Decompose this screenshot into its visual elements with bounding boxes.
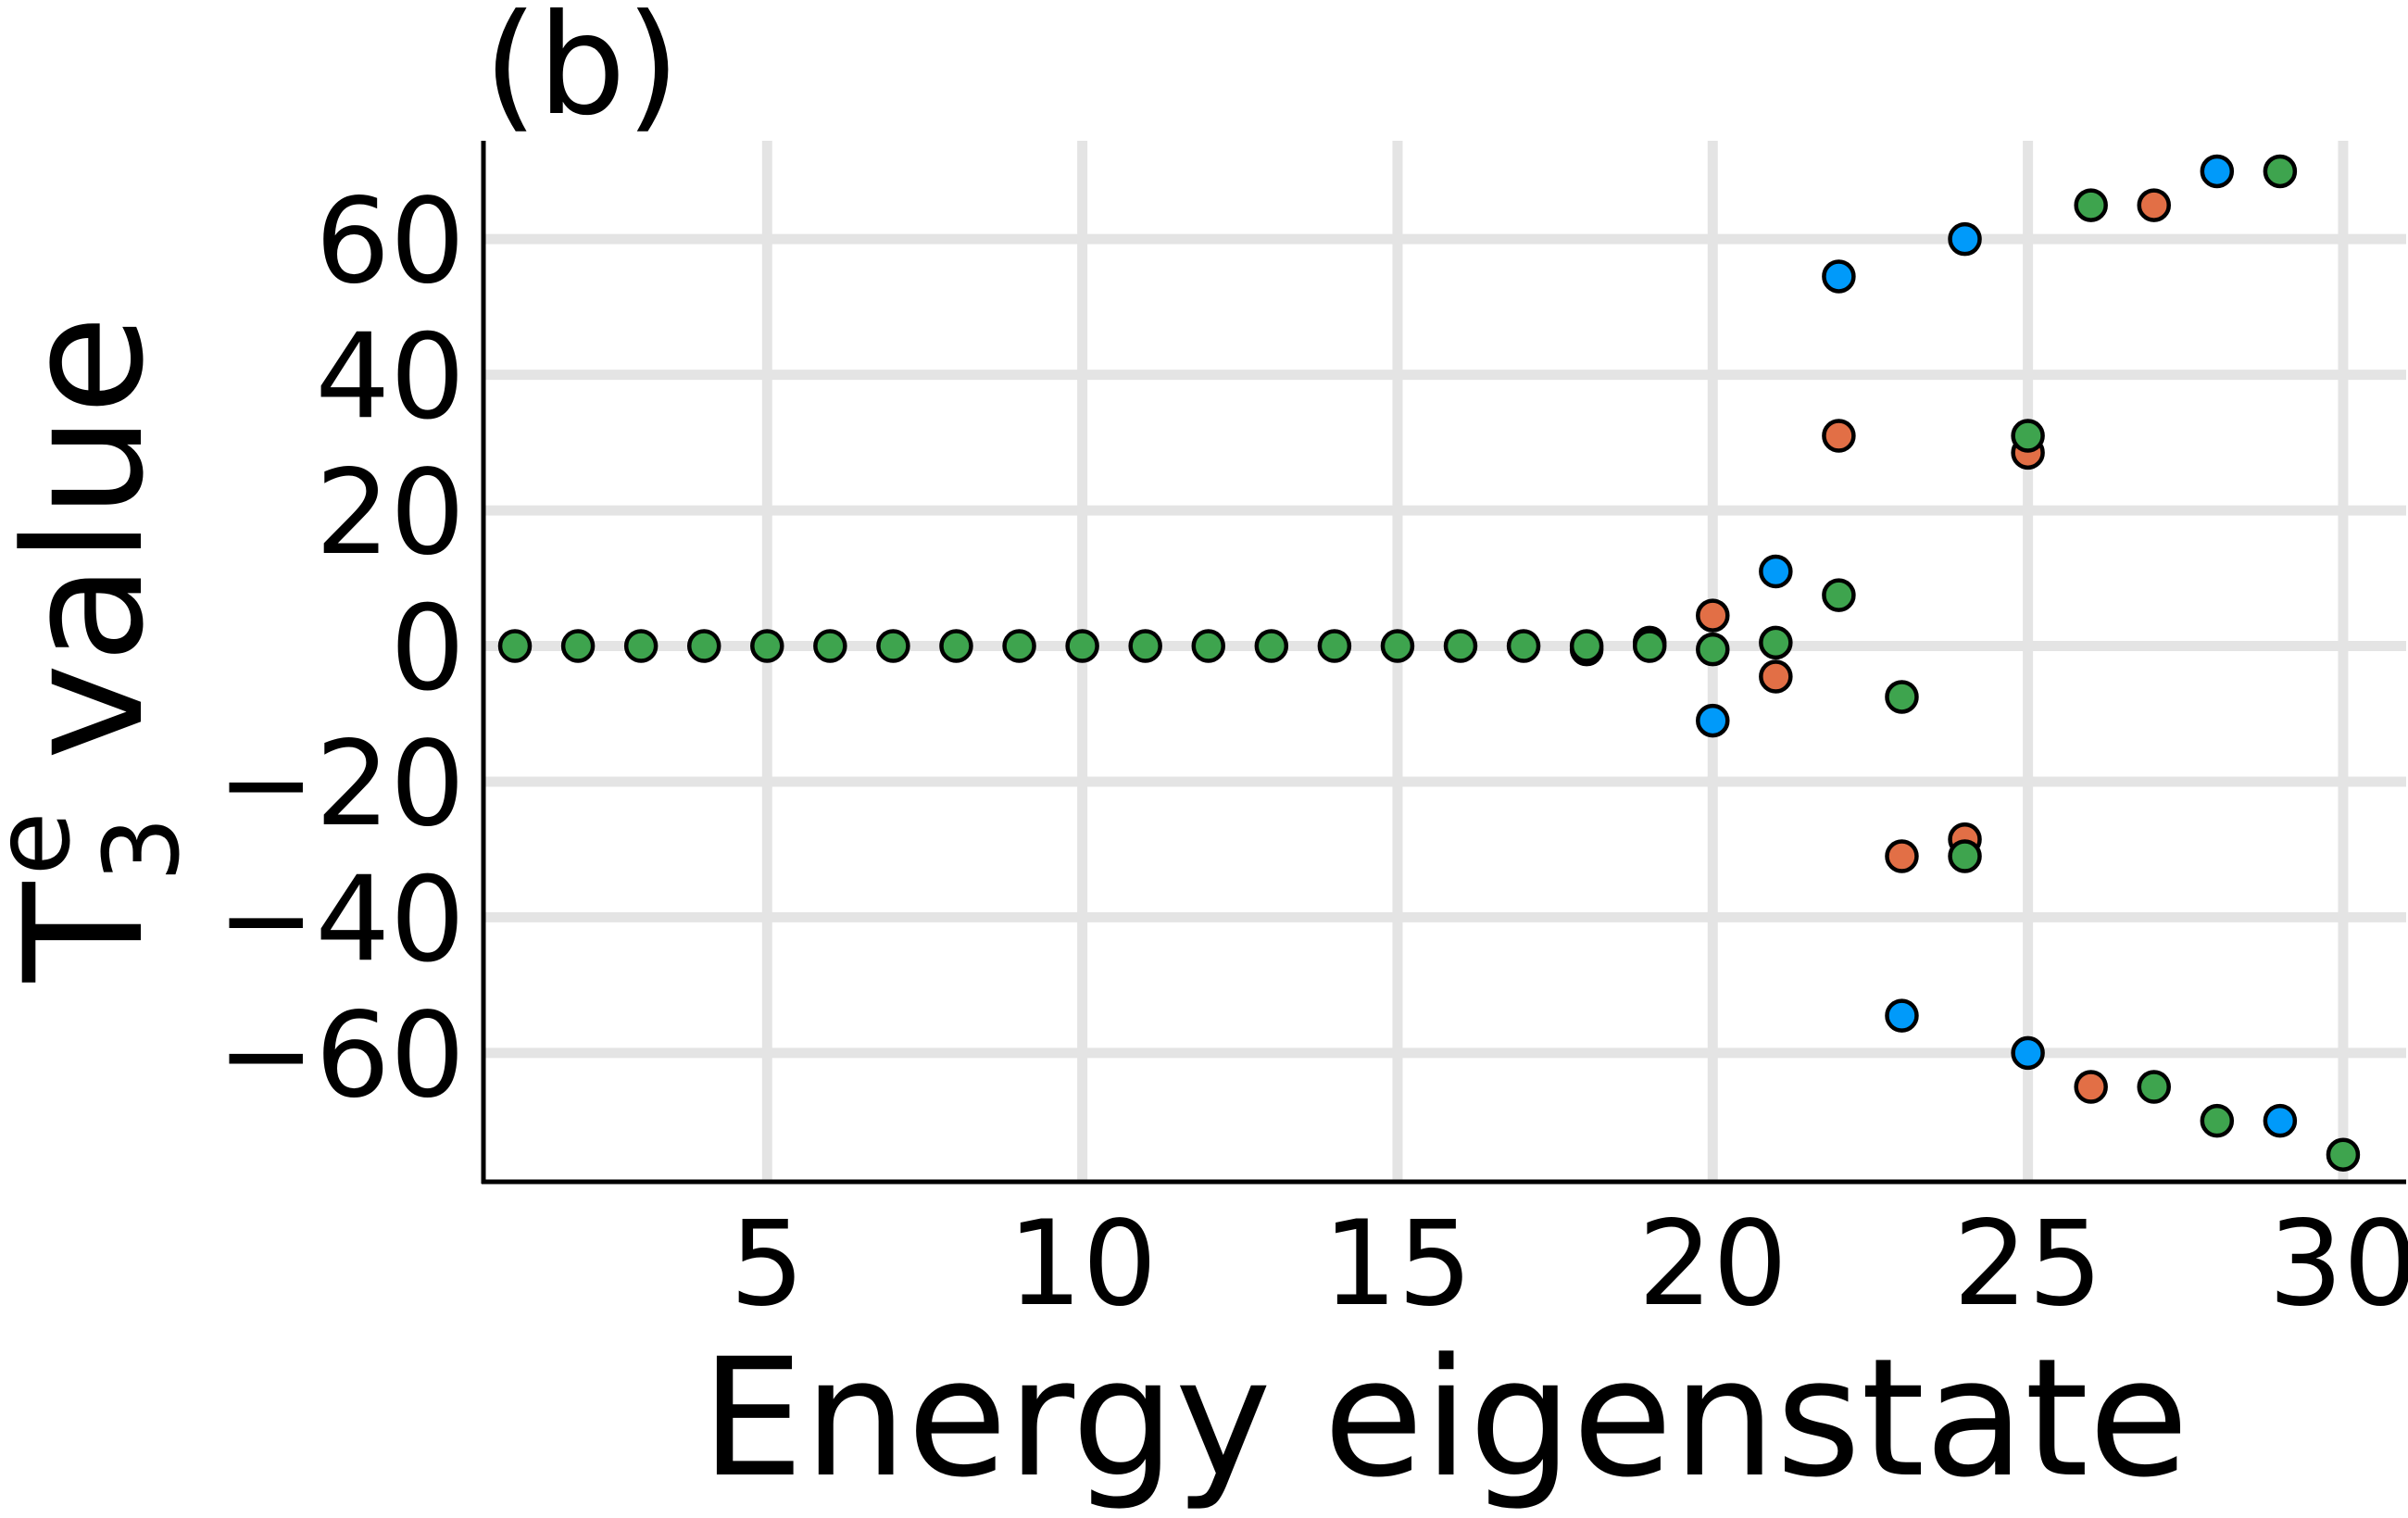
data-point (1191, 629, 1226, 663)
y-axis-title-sup: e (0, 812, 94, 876)
svg-text:T3e value: T3e value (0, 315, 203, 983)
data-point (1065, 629, 1099, 663)
data-point (1759, 625, 1793, 660)
grid (483, 141, 2406, 1182)
data-point (1696, 703, 1730, 738)
data-point (2200, 1103, 2235, 1138)
data-point (1317, 629, 1352, 663)
data-point (1443, 629, 1478, 663)
y-tick-label: 0 (390, 580, 465, 717)
data-point (1506, 629, 1541, 663)
x-tick-label: 5 (730, 1195, 805, 1332)
data-point (1759, 659, 1793, 694)
data-point (2326, 1137, 2361, 1172)
data-point (1632, 629, 1667, 663)
x-tick-label: 15 (1323, 1195, 1473, 1332)
panel-label: (b) (483, 0, 680, 146)
y-axis-title-rest: value (0, 315, 180, 812)
data-point (1759, 554, 1793, 589)
data-points (497, 154, 2361, 1172)
x-tick-label: 10 (1008, 1195, 1158, 1332)
data-point (560, 629, 596, 663)
y-tick-label: 20 (315, 444, 465, 581)
data-point (1885, 680, 1919, 714)
data-point (2074, 188, 2108, 222)
data-point (497, 629, 533, 663)
data-point (2137, 1070, 2171, 1104)
data-point (1696, 632, 1730, 667)
y-axis-title-sub: 3 (82, 816, 203, 882)
data-point (1948, 839, 1982, 873)
data-point (1002, 629, 1036, 663)
x-tick-label: 30 (2268, 1195, 2408, 1332)
x-tick-label: 25 (1953, 1195, 2103, 1332)
data-point (2263, 154, 2298, 189)
data-point (2011, 1035, 2045, 1071)
axes (481, 141, 2406, 1185)
data-point (1380, 629, 1415, 663)
data-point (623, 629, 658, 663)
data-point (2011, 419, 2045, 453)
data-point (813, 629, 847, 663)
y-axis-title-base: T (0, 881, 180, 983)
y-tick-label: −40 (217, 850, 465, 987)
y-tick-label: −60 (217, 986, 465, 1123)
y-tick-label: 60 (315, 172, 465, 309)
data-point (1569, 629, 1604, 663)
data-point (1822, 578, 1856, 612)
data-point (750, 629, 784, 663)
data-point (1885, 839, 1919, 873)
data-point (2074, 1070, 2108, 1104)
data-point (2263, 1103, 2298, 1138)
y-tick-label: −20 (217, 715, 465, 852)
y-axis-title: T3e value (0, 315, 203, 983)
data-point (1254, 629, 1289, 663)
data-point (1822, 419, 1856, 453)
data-point (686, 629, 721, 663)
data-point (1948, 221, 1982, 257)
x-tick-label: 20 (1637, 1195, 1787, 1332)
data-point (2200, 154, 2235, 189)
data-point (2137, 188, 2171, 222)
y-tick-label: 40 (315, 308, 465, 445)
data-point (1128, 629, 1162, 663)
data-point (1822, 259, 1856, 294)
data-point (876, 629, 910, 663)
data-point (939, 629, 973, 663)
data-point (1885, 998, 1919, 1033)
data-point (1696, 598, 1730, 633)
x-axis-title: Energy eigenstate (701, 1324, 2189, 1513)
